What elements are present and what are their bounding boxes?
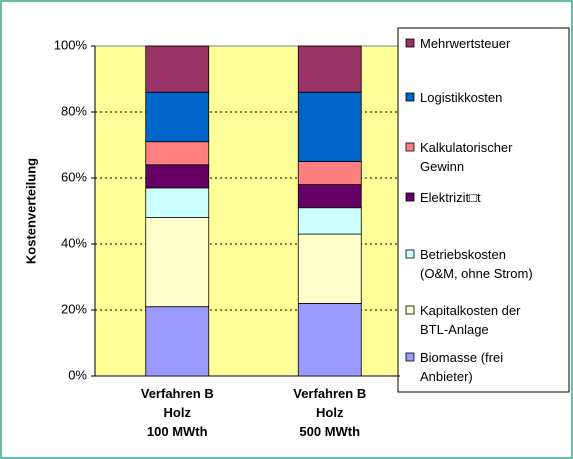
legend-swatch — [405, 38, 415, 48]
legend-label: Kapitalkosten der BTL-Anlage — [420, 303, 521, 337]
legend-swatch — [405, 142, 415, 152]
y-tick-label: 80% — [61, 103, 87, 118]
y-tick-label: 60% — [61, 169, 87, 184]
bar-segment — [145, 91, 210, 143]
x-tick-label: Verfahren B Holz 500 MWth — [293, 386, 367, 439]
legend-swatch — [405, 92, 415, 102]
legend-label: Kalkulatorischer Gewinn — [420, 140, 513, 174]
y-axis-label: Kostenverteilung — [23, 158, 38, 264]
y-tick-label: 40% — [61, 235, 87, 250]
legend-swatch — [405, 192, 415, 202]
bar-segment — [145, 141, 210, 166]
bar-segment — [145, 217, 210, 308]
y-tick-label: 0% — [68, 367, 87, 382]
legend-label: Biomasse (frei Anbieter) — [420, 350, 504, 384]
bar-segment — [297, 161, 362, 186]
bar-segment — [297, 233, 362, 304]
legend-label: Elektrizit□t — [420, 190, 481, 205]
legend-box — [397, 27, 570, 393]
y-tick-label: 20% — [61, 301, 87, 316]
legend-label: Mehrwertsteuer — [420, 36, 511, 51]
bar-segment — [297, 207, 362, 235]
bar-segment — [145, 306, 210, 377]
bar-segment — [297, 91, 362, 162]
bar-segment — [297, 302, 362, 377]
y-tick-label: 100% — [54, 37, 88, 52]
legend-swatch — [405, 249, 415, 259]
bar-segment — [297, 45, 362, 93]
bar-segment — [145, 45, 210, 93]
legend-swatch — [405, 305, 415, 315]
legend-label: Betriebskosten (O&M, ohne Strom) — [420, 247, 533, 281]
bar-segment — [145, 164, 210, 189]
legend-label: Logistikkosten — [420, 90, 503, 105]
x-tick-label: Verfahren B Holz 100 MWth — [140, 386, 214, 439]
bar-segment — [297, 184, 362, 209]
legend-swatch — [405, 352, 415, 362]
bar-segment — [145, 187, 210, 218]
